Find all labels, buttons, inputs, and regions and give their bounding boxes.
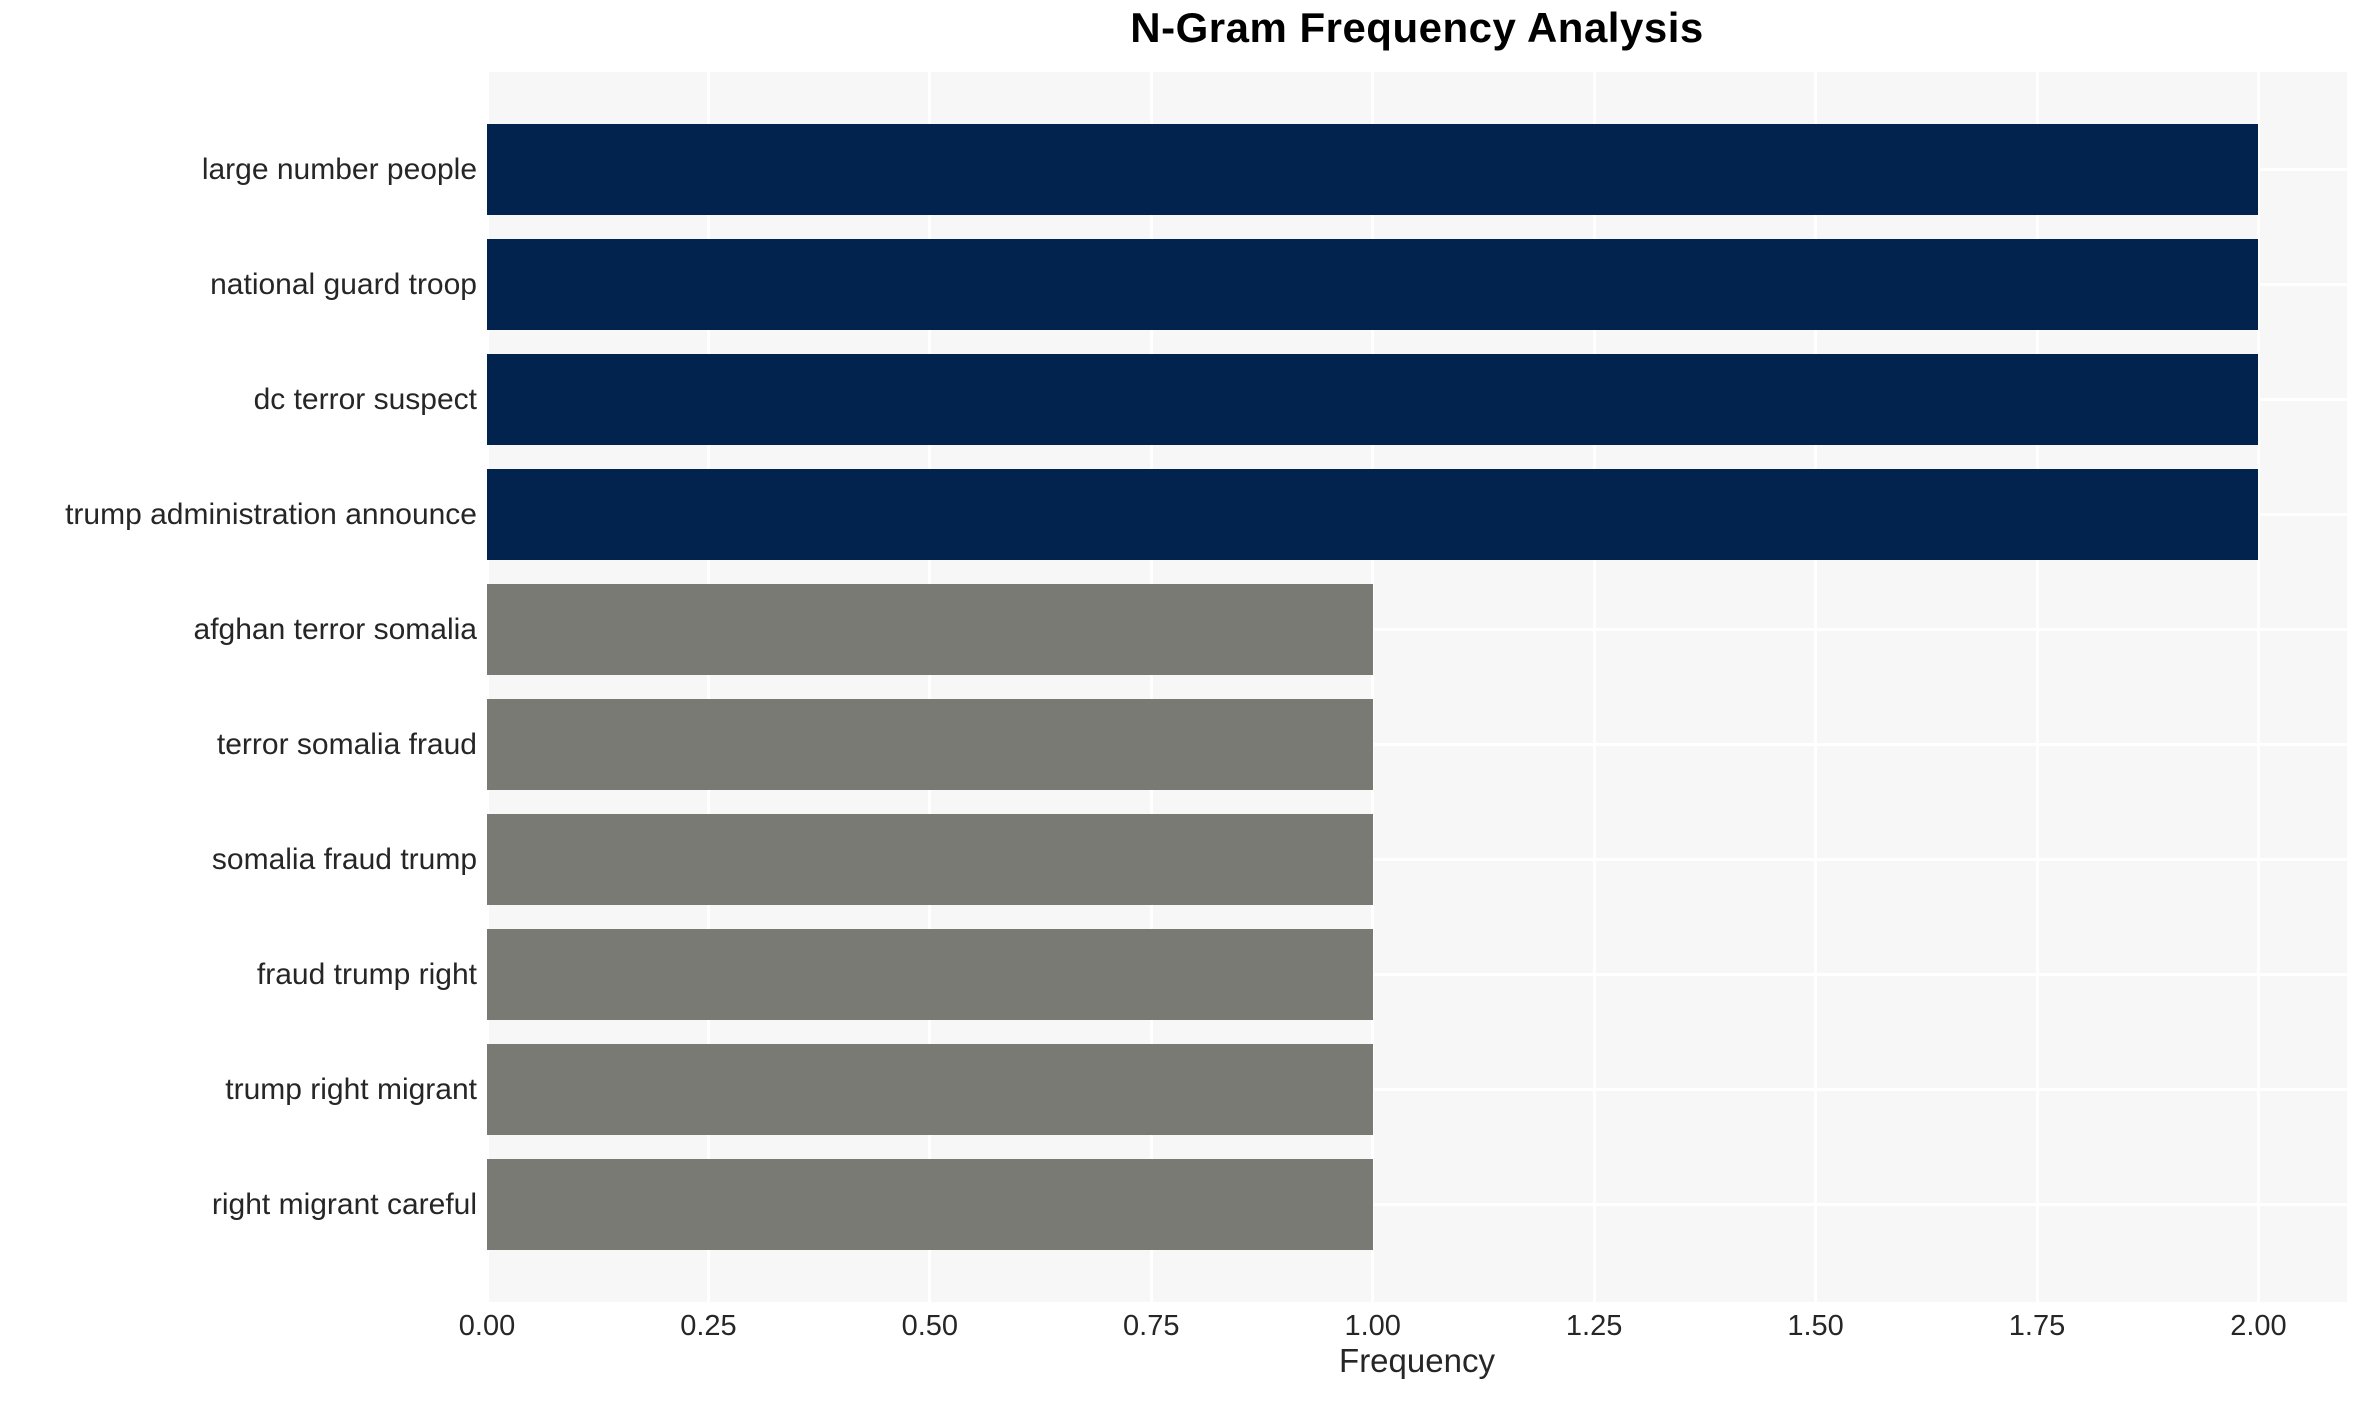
y-tick-label: right migrant careful — [211, 1187, 477, 1221]
bar — [487, 239, 2259, 330]
y-gridline — [487, 973, 2347, 976]
y-tick-label: fraud trump right — [256, 957, 477, 991]
y-tick-label: terror somalia fraud — [216, 727, 477, 761]
bar — [487, 124, 2259, 215]
bar — [487, 929, 1373, 1020]
x-gridline — [928, 72, 932, 1302]
y-tick-label: dc terror suspect — [253, 382, 477, 416]
y-tick-label: large number people — [201, 152, 477, 186]
x-gridline — [1371, 72, 1375, 1302]
x-gridline — [2035, 72, 2039, 1302]
x-tick-label: 0.75 — [1123, 1310, 1180, 1342]
x-gridline — [1592, 72, 1596, 1302]
bar — [487, 469, 2259, 560]
x-gridline — [1814, 72, 1818, 1302]
y-tick-label: somalia fraud trump — [211, 842, 477, 876]
x-gridline — [2256, 72, 2260, 1302]
y-gridline — [487, 1088, 2347, 1091]
x-axis-label: Frequency — [1339, 1342, 1495, 1379]
y-gridline — [487, 628, 2347, 631]
y-tick-label: trump right migrant — [225, 1072, 477, 1106]
y-gridline — [487, 1203, 2347, 1206]
y-gridline — [487, 858, 2347, 861]
y-tick-label: afghan terror somalia — [193, 612, 477, 646]
plot-area — [485, 72, 2347, 1302]
bar — [487, 584, 1373, 675]
x-tick-label: 0.25 — [680, 1310, 737, 1342]
x-tick-label: 1.75 — [2008, 1310, 2066, 1342]
x-tick-label: 1.25 — [1565, 1310, 1623, 1342]
bar — [487, 1044, 1373, 1135]
x-gridline — [706, 72, 710, 1302]
x-tick-label: 1.00 — [1344, 1310, 1401, 1342]
bar — [487, 699, 1373, 790]
x-tick-label: 0.50 — [901, 1310, 959, 1342]
x-tick-label: 2.00 — [2230, 1310, 2287, 1342]
chart-title: N-Gram Frequency Analysis — [1130, 4, 1704, 51]
x-gridline — [1149, 72, 1153, 1302]
bar — [487, 354, 2259, 445]
x-tick-label: 1.50 — [1787, 1310, 1844, 1342]
bar — [487, 1159, 1373, 1250]
y-tick-label: national guard troop — [210, 267, 477, 301]
x-gridline — [485, 72, 489, 1302]
bar — [487, 814, 1373, 905]
x-tick-label: 0.00 — [458, 1310, 516, 1342]
y-tick-label: trump administration announce — [65, 497, 477, 531]
y-gridline — [487, 743, 2347, 746]
